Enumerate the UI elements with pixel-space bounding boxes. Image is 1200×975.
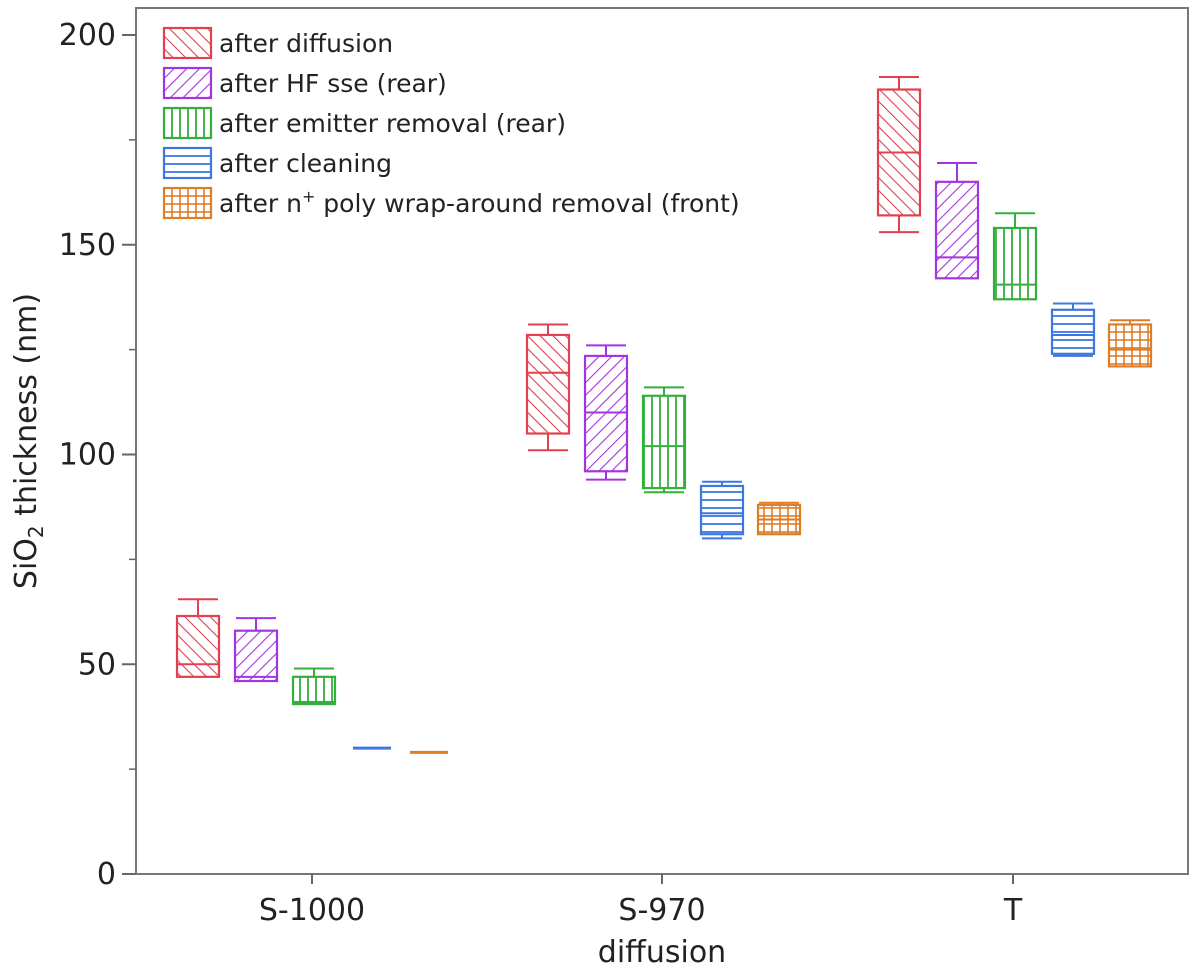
- y-tick-label: 0: [97, 857, 116, 892]
- legend-swatch: [162, 186, 213, 220]
- box-0-2: [876, 75, 922, 234]
- box-3-2: [1050, 302, 1096, 357]
- box: [1050, 308, 1096, 355]
- legend-label: after cleaning: [219, 149, 392, 178]
- legend: after diffusion after HF sse (rear) after …: [162, 26, 740, 220]
- legend-swatch: [162, 66, 213, 100]
- box-4-1: [756, 501, 802, 536]
- y-tick-label: 50: [78, 647, 116, 682]
- box: [583, 354, 629, 473]
- box: [233, 629, 279, 683]
- box-2-2: [992, 212, 1038, 301]
- box-1-0: [233, 617, 279, 683]
- legend-item: after n+ poly wrap-around removal (front…: [162, 186, 740, 220]
- legend-item: after cleaning: [162, 146, 392, 180]
- box-1-2: [934, 161, 980, 280]
- x-tick-label: S-1000: [259, 893, 365, 928]
- box: [699, 484, 745, 536]
- box: [175, 614, 221, 678]
- box-1-1: [583, 344, 629, 481]
- box-series-group: [175, 75, 1153, 754]
- y-axis-title: SiO2 thickness (nm): [9, 293, 48, 589]
- y-tick-label: 100: [59, 438, 116, 473]
- box: [934, 180, 980, 280]
- y-axis: 0 50 100 150 200: [59, 18, 136, 892]
- box-0-0: [175, 598, 221, 678]
- legend-item: after diffusion: [162, 26, 393, 60]
- legend-label: after HF sse (rear): [219, 69, 447, 98]
- box: [291, 675, 337, 706]
- box-4-2: [1107, 319, 1153, 368]
- legend-swatch: [162, 106, 213, 140]
- legend-item: after emitter removal (rear): [162, 106, 566, 140]
- box: [525, 333, 571, 435]
- x-axis: S-1000 S-970 T: [259, 874, 1023, 928]
- y-axis-title-subscript: 2: [24, 525, 48, 538]
- legend-swatch: [162, 146, 213, 180]
- x-tick-label: T: [1003, 893, 1023, 928]
- legend-label: after emitter removal (rear): [219, 109, 566, 138]
- box-2-1: [641, 386, 687, 494]
- x-tick-label: S-970: [618, 893, 705, 928]
- legend-label: after diffusion: [219, 29, 393, 58]
- box: [1107, 323, 1153, 368]
- box: [992, 226, 1038, 301]
- box-0-1: [525, 323, 571, 452]
- y-tick-label: 200: [59, 18, 116, 53]
- box-2-0: [291, 667, 337, 706]
- legend-swatch: [162, 26, 213, 60]
- x-axis-title: diffusion: [598, 935, 726, 970]
- legend-item: after HF sse (rear): [162, 66, 447, 100]
- box-3-1: [699, 480, 745, 540]
- legend-label: after n+ poly wrap-around removal (front…: [219, 187, 740, 218]
- box: [641, 394, 687, 490]
- y-tick-label: 150: [59, 228, 116, 263]
